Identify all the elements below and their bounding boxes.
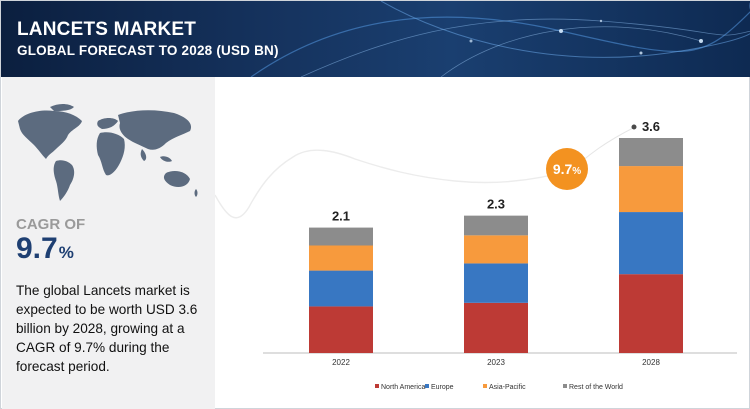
growth-badge-circle [546,148,588,190]
bar-segment-2028-rest-of-the-world [619,138,683,167]
trend-arrow-dot [631,124,637,130]
header-banner: LANCETS MARKET GLOBAL FORECAST TO 2028 (… [1,1,750,77]
bar-segment-2028-europe [619,212,683,275]
bar-segment-2023-north-america [464,302,528,353]
labels-layer: 2.1 2022 2.3 2023 3.6 2028 [332,119,660,367]
cagr-number: 9.7 [16,232,58,265]
growth-badge-label: 9.7% [553,161,581,177]
cagr-label: CAGR OF [16,216,86,233]
bar-segment-2028-asia-pacific [619,166,683,213]
stacked-bar-chart: 2.1 2022 2.3 2023 3.6 2028 9.7% North America… [215,119,737,391]
legend-swatch-europe [425,384,429,388]
bar-segment-2023-rest-of-the-world [464,215,528,236]
world-map-icon [18,104,198,201]
legend-swatch-north-america [375,384,379,388]
header-background-art [250,1,750,77]
bar-segment-2023-europe [464,263,528,303]
x-tick-label-2022: 2022 [332,358,350,367]
bars-layer [309,138,683,353]
legend: North America Europe Asia-Pacific Rest of t… [375,384,623,391]
growth-badge: 9.7% [546,148,588,190]
legend-swatch-rest-of-the-world [563,384,567,388]
cagr-unit: % [58,243,74,262]
chart-subtitle: GLOBAL FORECAST TO 2028 (USD BN) [17,43,279,58]
bar-segment-2022-north-america [309,306,373,353]
bar-segment-2022-asia-pacific [309,245,373,271]
x-tick-label-2023: 2023 [487,358,505,367]
x-tick-label-2028: 2028 [642,358,660,367]
bar-segment-2022-europe [309,270,373,307]
market-description: The global Lancets market is expected to… [16,283,198,374]
bar-segment-2022-rest-of-the-world [309,227,373,246]
cagr-value: 9.7% [16,232,74,266]
chart-title: LANCETS MARKET [17,19,197,40]
total-label-2022: 2.1 [332,209,350,224]
legend-label-rest-of-the-world: Rest of the World [569,384,623,391]
legend-swatch-asia-pacific [483,384,487,388]
total-label-2028: 3.6 [642,119,660,134]
total-label-2023: 2.3 [487,197,505,212]
legend-label-europe: Europe [431,384,454,391]
legend-label-north-america: North America [381,384,425,391]
bar-segment-2028-north-america [619,274,683,353]
bar-segment-2023-asia-pacific [464,235,528,264]
decorative-curve [215,149,576,219]
legend-label-asia-pacific: Asia-Pacific [489,384,526,391]
summary-panel: CAGR OF 9.7% The global Lancets market i… [2,77,215,409]
